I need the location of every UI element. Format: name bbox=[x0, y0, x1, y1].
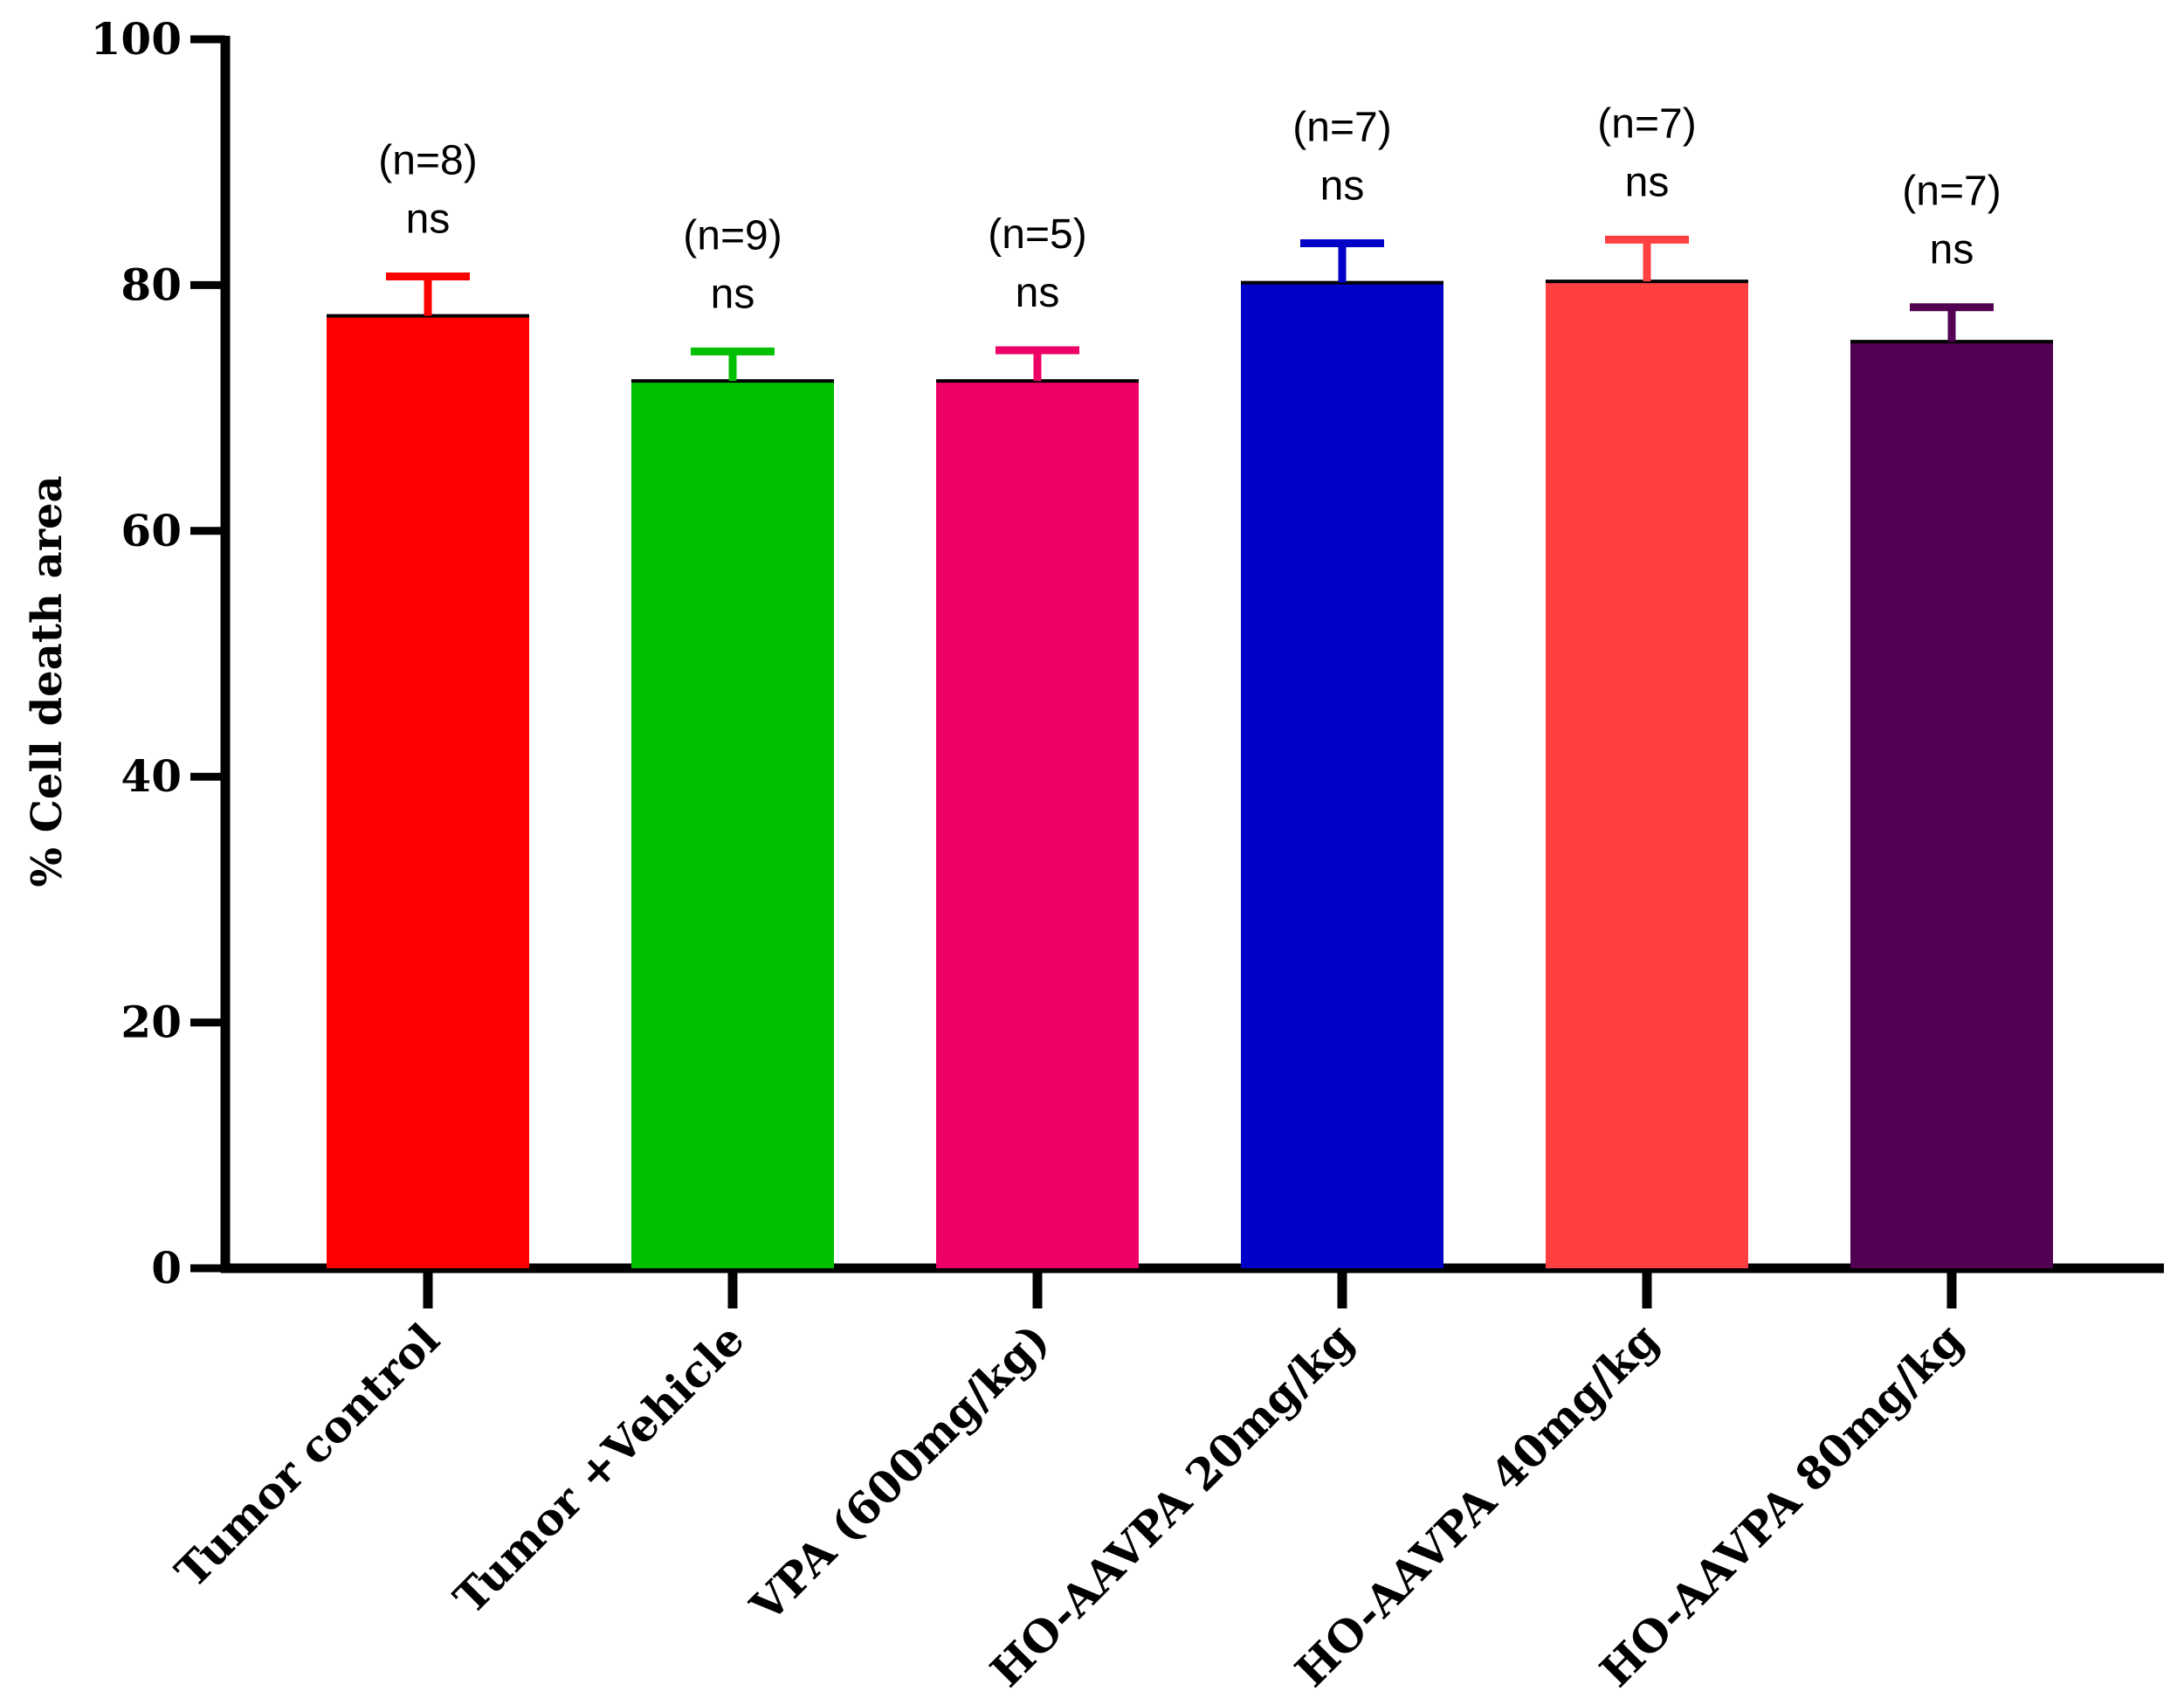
significance-label: ns bbox=[1016, 270, 1060, 316]
axes: 0 20 40 60 80 100 bbox=[91, 13, 2164, 1308]
category-label: HO-AAVPA 80mg/kg bbox=[1590, 1314, 1974, 1697]
significance-label: ns bbox=[1930, 227, 1974, 273]
category-label: Tumor control bbox=[165, 1314, 449, 1598]
n-label: (n=5) bbox=[988, 211, 1086, 258]
y-tick-label: 100 bbox=[91, 13, 182, 65]
n-label: (n=7) bbox=[1597, 100, 1696, 147]
bar bbox=[1850, 342, 2053, 1268]
category-label: VPA (600mg/kg) bbox=[740, 1314, 1058, 1633]
significance-label: ns bbox=[711, 271, 755, 317]
y-tick-label: 60 bbox=[121, 505, 182, 556]
n-label: (n=7) bbox=[1902, 169, 2001, 215]
n-label: (n=8) bbox=[378, 138, 477, 184]
significance-label: ns bbox=[406, 197, 451, 243]
bar bbox=[327, 315, 529, 1269]
y-tick-label: 40 bbox=[121, 750, 182, 802]
n-label: (n=7) bbox=[1292, 105, 1391, 151]
bar bbox=[1546, 281, 1748, 1269]
y-axis-label: % Cell death area bbox=[23, 475, 72, 887]
bar bbox=[1241, 282, 1443, 1269]
significance-label: ns bbox=[1320, 163, 1365, 210]
y-tick-label: 0 bbox=[151, 1242, 182, 1294]
bar bbox=[936, 381, 1139, 1268]
significance-label: ns bbox=[1625, 159, 1670, 205]
category-label: Tumor +Vehicle bbox=[444, 1314, 754, 1624]
bar bbox=[631, 381, 834, 1268]
y-tick-label: 80 bbox=[121, 259, 182, 310]
n-label: (n=9) bbox=[683, 212, 782, 259]
y-tick-label: 20 bbox=[121, 997, 182, 1048]
bars bbox=[327, 235, 2053, 1269]
